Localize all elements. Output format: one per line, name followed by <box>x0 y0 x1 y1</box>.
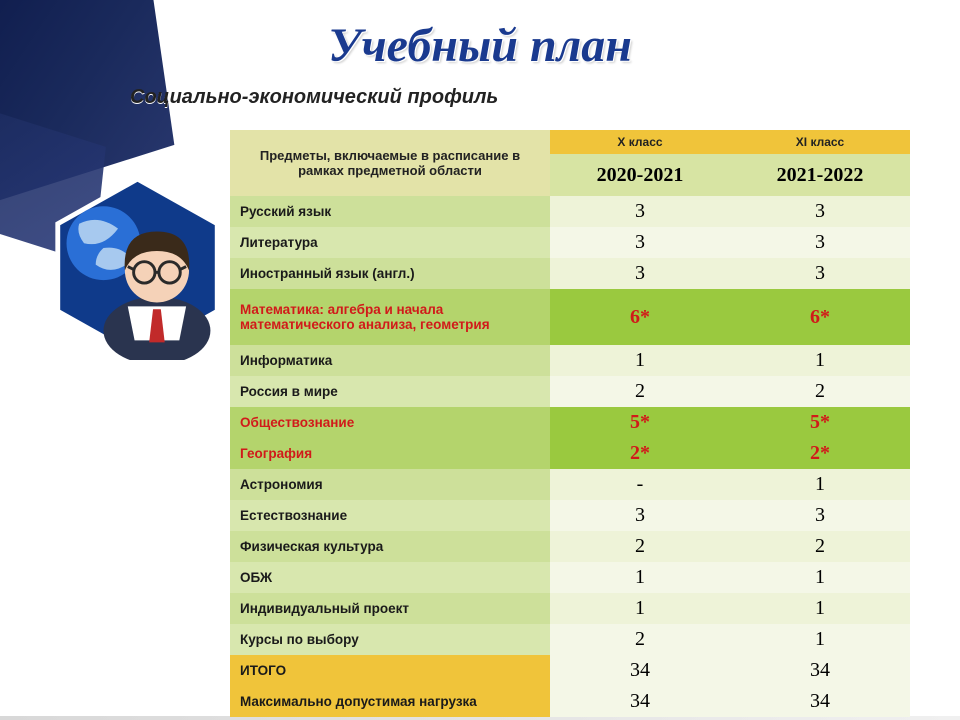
hours-value: 2* <box>550 438 730 469</box>
hours-value: 6* <box>730 289 910 345</box>
hours-value: 3 <box>730 227 910 258</box>
hours-value: 2 <box>550 531 730 562</box>
avatar-illustration <box>50 175 225 360</box>
subject-label: Индивидуальный проект <box>230 593 550 624</box>
subject-label: Астрономия <box>230 469 550 500</box>
hours-value: 1 <box>550 562 730 593</box>
subject-label: География <box>230 438 550 469</box>
table-row: Математика: алгебра и начала математичес… <box>230 289 910 345</box>
subject-label: Математика: алгебра и начала математичес… <box>230 289 550 345</box>
table-header-row-1: Предметы, включаемые в расписание в рамк… <box>230 130 910 154</box>
hours-value: 1 <box>730 345 910 376</box>
table-row: Россия в мире22 <box>230 376 910 407</box>
summary-label: Максимально допустимая нагрузка <box>230 686 550 717</box>
subject-label: Естествознание <box>230 500 550 531</box>
hours-value: 2* <box>730 438 910 469</box>
hours-value: 1 <box>730 593 910 624</box>
table-row: Литература33 <box>230 227 910 258</box>
page-title: Учебный план <box>0 18 960 73</box>
subject-label: Курсы по выбору <box>230 624 550 655</box>
table-row: Естествознание33 <box>230 500 910 531</box>
hours-value: - <box>550 469 730 500</box>
hours-value: 3 <box>730 258 910 289</box>
summary-value: 34 <box>550 655 730 686</box>
table-row: Курсы по выбору21 <box>230 624 910 655</box>
hours-value: 2 <box>730 531 910 562</box>
hours-value: 1 <box>550 593 730 624</box>
table-summary-row: Максимально допустимая нагрузка3434 <box>230 686 910 717</box>
table-row: Физическая культура22 <box>230 531 910 562</box>
table-row: Индивидуальный проект11 <box>230 593 910 624</box>
hours-value: 3 <box>550 500 730 531</box>
summary-label: ИТОГО <box>230 655 550 686</box>
hours-value: 1 <box>730 469 910 500</box>
subject-label: Физическая культура <box>230 531 550 562</box>
table-row: ОБЖ11 <box>230 562 910 593</box>
table-row: Обществознание5*5* <box>230 407 910 438</box>
subject-label: Иностранный язык (англ.) <box>230 258 550 289</box>
table-row: Астрономия-1 <box>230 469 910 500</box>
subject-label: Россия в мире <box>230 376 550 407</box>
hours-value: 3 <box>730 196 910 227</box>
hours-value: 3 <box>730 500 910 531</box>
col-header-year-2: 2021-2022 <box>730 154 910 196</box>
col-header-class-xi: XI класс <box>730 130 910 154</box>
subject-label: Литература <box>230 227 550 258</box>
col-header-year-1: 2020-2021 <box>550 154 730 196</box>
hours-value: 1 <box>730 562 910 593</box>
table-row: Русский язык33 <box>230 196 910 227</box>
hours-value: 3 <box>550 227 730 258</box>
subject-label: ОБЖ <box>230 562 550 593</box>
table-row: География2*2* <box>230 438 910 469</box>
subject-label: Информатика <box>230 345 550 376</box>
subject-label: Русский язык <box>230 196 550 227</box>
hours-value: 2 <box>550 376 730 407</box>
curriculum-table: Предметы, включаемые в расписание в рамк… <box>230 130 910 717</box>
hours-value: 3 <box>550 258 730 289</box>
hours-value: 5* <box>550 407 730 438</box>
table-summary-row: ИТОГО3434 <box>230 655 910 686</box>
hours-value: 1 <box>550 345 730 376</box>
table-row: Информатика11 <box>230 345 910 376</box>
table-corner-header: Предметы, включаемые в расписание в рамк… <box>230 130 550 196</box>
summary-value: 34 <box>730 686 910 717</box>
hours-value: 3 <box>550 196 730 227</box>
col-header-class-x: X класс <box>550 130 730 154</box>
summary-value: 34 <box>550 686 730 717</box>
hours-value: 6* <box>550 289 730 345</box>
hours-value: 2 <box>730 376 910 407</box>
hours-value: 2 <box>550 624 730 655</box>
hours-value: 1 <box>730 624 910 655</box>
table-row: Иностранный язык (англ.)33 <box>230 258 910 289</box>
subject-label: Обществознание <box>230 407 550 438</box>
hours-value: 5* <box>730 407 910 438</box>
page-subtitle: Социально-экономический профиль <box>130 86 498 109</box>
summary-value: 34 <box>730 655 910 686</box>
